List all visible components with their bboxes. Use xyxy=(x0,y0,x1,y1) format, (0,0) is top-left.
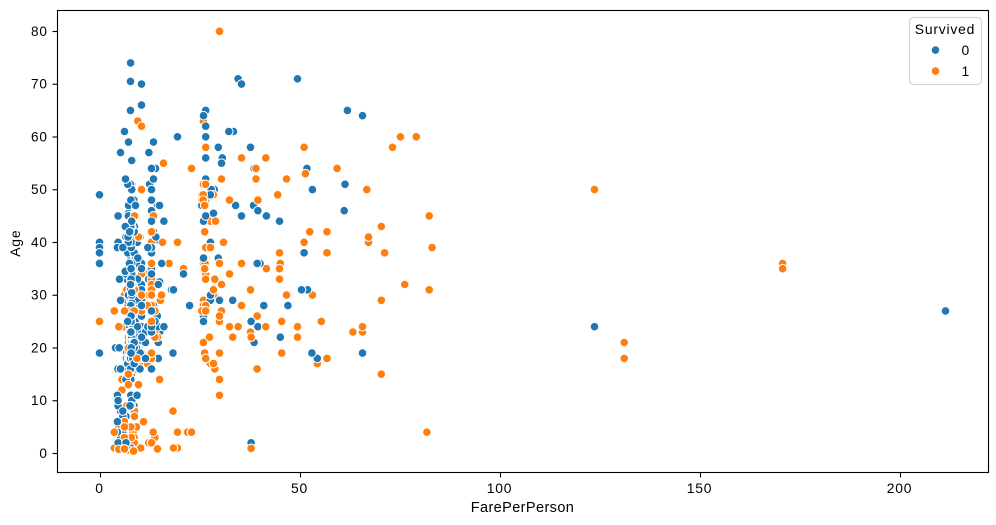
svg-text:50: 50 xyxy=(291,480,308,496)
svg-text:1: 1 xyxy=(962,63,971,79)
svg-text:150: 150 xyxy=(687,480,713,496)
svg-text:Age: Age xyxy=(7,230,23,257)
svg-text:10: 10 xyxy=(31,393,48,408)
svg-text:70: 70 xyxy=(31,77,48,92)
svg-text:200: 200 xyxy=(887,480,913,496)
svg-text:60: 60 xyxy=(31,129,48,144)
svg-text:FarePerPerson: FarePerPerson xyxy=(471,500,575,516)
svg-text:Survived: Survived xyxy=(915,21,975,37)
svg-text:80: 80 xyxy=(31,24,48,39)
svg-text:20: 20 xyxy=(31,340,48,355)
svg-text:0: 0 xyxy=(39,446,47,461)
svg-text:0: 0 xyxy=(95,480,104,496)
svg-text:100: 100 xyxy=(487,480,513,496)
svg-text:0: 0 xyxy=(962,42,971,58)
svg-text:40: 40 xyxy=(31,235,48,250)
svg-text:30: 30 xyxy=(31,288,48,303)
svg-text:50: 50 xyxy=(31,182,48,197)
